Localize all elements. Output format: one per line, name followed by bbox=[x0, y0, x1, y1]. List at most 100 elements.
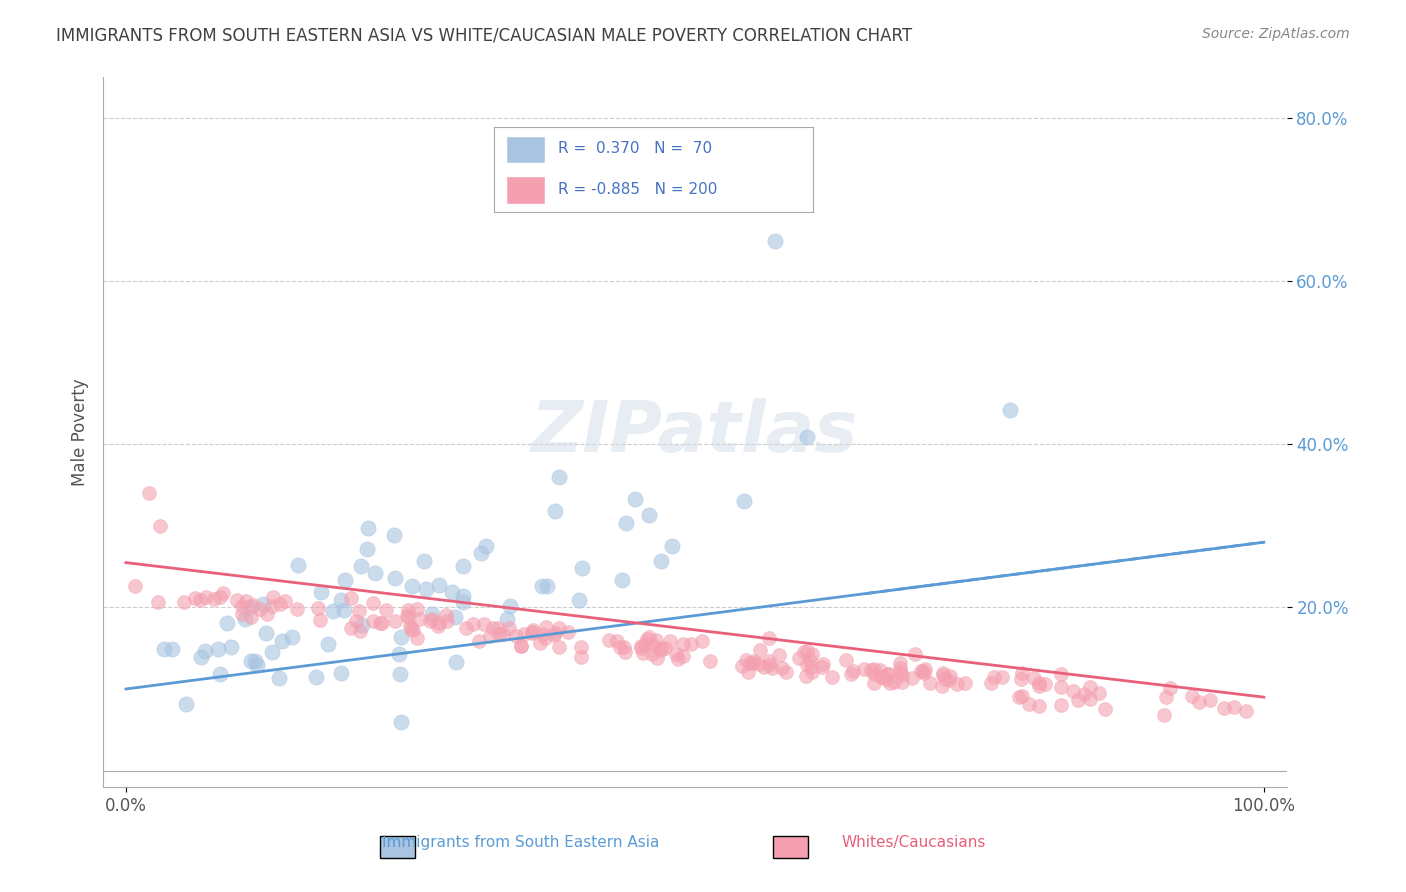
Point bbox=[1011, 666, 1033, 681]
Point bbox=[239, 600, 262, 615]
Point bbox=[374, 603, 396, 617]
Point bbox=[212, 586, 235, 600]
Point bbox=[243, 654, 266, 668]
Point bbox=[536, 579, 558, 593]
Point bbox=[1050, 680, 1073, 694]
Point bbox=[889, 661, 911, 675]
Point bbox=[226, 592, 249, 607]
Point bbox=[138, 486, 160, 500]
Point bbox=[870, 670, 893, 684]
Point bbox=[1033, 677, 1056, 691]
Text: Source: ZipAtlas.com: Source: ZipAtlas.com bbox=[1202, 27, 1350, 41]
Point bbox=[534, 631, 557, 645]
Point bbox=[1212, 701, 1234, 715]
Point bbox=[571, 561, 593, 575]
Point bbox=[408, 612, 430, 626]
Point bbox=[931, 668, 953, 682]
Point bbox=[173, 595, 195, 609]
Point bbox=[875, 672, 897, 686]
Text: Immigrants from South Eastern Asia: Immigrants from South Eastern Asia bbox=[381, 836, 659, 850]
Point bbox=[631, 646, 654, 660]
Point bbox=[666, 652, 689, 666]
Point bbox=[217, 615, 239, 630]
Point bbox=[699, 654, 721, 668]
Point bbox=[256, 607, 278, 622]
Point bbox=[492, 627, 515, 641]
Point bbox=[349, 559, 371, 574]
Point bbox=[356, 541, 378, 556]
Point bbox=[195, 590, 218, 604]
Point bbox=[543, 628, 565, 642]
Point bbox=[544, 504, 567, 518]
Point bbox=[399, 619, 422, 633]
Point bbox=[614, 645, 637, 659]
Point bbox=[1181, 689, 1204, 703]
Point bbox=[420, 612, 443, 626]
Point bbox=[305, 670, 328, 684]
Point bbox=[446, 655, 468, 669]
Point bbox=[763, 234, 786, 248]
Point bbox=[1018, 697, 1040, 711]
Point bbox=[402, 623, 425, 637]
Point bbox=[796, 657, 818, 672]
Point bbox=[638, 508, 661, 522]
Point bbox=[598, 632, 620, 647]
Point bbox=[648, 640, 671, 655]
Point bbox=[799, 653, 821, 667]
Point bbox=[1024, 671, 1046, 685]
Point bbox=[470, 546, 492, 560]
Point bbox=[863, 676, 886, 690]
Point bbox=[475, 540, 498, 554]
Point bbox=[260, 645, 283, 659]
Point bbox=[269, 597, 291, 611]
Point bbox=[329, 666, 352, 681]
Point bbox=[796, 643, 818, 657]
Point bbox=[939, 668, 962, 682]
Point bbox=[316, 637, 339, 651]
Point bbox=[498, 621, 520, 635]
Point bbox=[333, 603, 356, 617]
Point bbox=[239, 654, 262, 668]
Y-axis label: Male Poverty: Male Poverty bbox=[72, 378, 89, 486]
Point bbox=[520, 625, 543, 640]
Point bbox=[472, 617, 495, 632]
Text: Whites/Caucasians: Whites/Caucasians bbox=[842, 836, 986, 850]
Point bbox=[568, 593, 591, 607]
Point bbox=[391, 715, 413, 730]
Point bbox=[569, 640, 592, 654]
Point bbox=[920, 675, 942, 690]
Point bbox=[758, 657, 780, 672]
Point bbox=[509, 639, 531, 653]
Point bbox=[938, 673, 960, 688]
Point bbox=[821, 669, 844, 683]
Point bbox=[869, 664, 891, 678]
Point bbox=[991, 670, 1014, 684]
Point bbox=[1050, 667, 1073, 681]
Point bbox=[623, 491, 645, 506]
Point bbox=[486, 621, 509, 635]
Point bbox=[1159, 681, 1181, 695]
Point bbox=[287, 602, 309, 616]
Point bbox=[914, 662, 936, 676]
Point bbox=[737, 665, 759, 680]
Point bbox=[634, 637, 657, 651]
Point bbox=[194, 644, 217, 658]
Point bbox=[1222, 700, 1244, 714]
Point bbox=[436, 607, 458, 622]
Point bbox=[946, 677, 969, 691]
Point bbox=[544, 626, 567, 640]
Point bbox=[679, 637, 702, 651]
Point bbox=[361, 614, 384, 628]
Point bbox=[1028, 676, 1050, 690]
Point bbox=[879, 676, 901, 690]
Point bbox=[371, 616, 394, 631]
Point bbox=[931, 666, 953, 681]
Point bbox=[531, 627, 554, 641]
Point bbox=[758, 654, 780, 668]
Point bbox=[872, 670, 894, 684]
Point bbox=[209, 590, 232, 604]
Point bbox=[427, 578, 450, 592]
Point bbox=[912, 666, 935, 681]
Point bbox=[793, 645, 815, 659]
Point bbox=[910, 664, 932, 678]
